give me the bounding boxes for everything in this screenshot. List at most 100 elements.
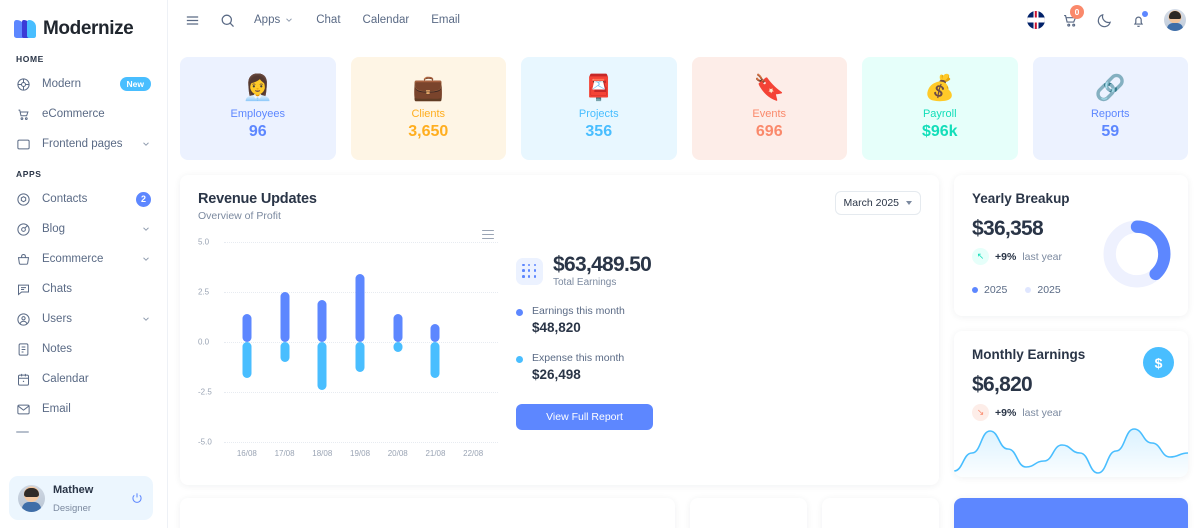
chart-bar-group <box>303 242 341 442</box>
topbar-link-email[interactable]: Email <box>431 14 460 26</box>
legend-dot-icon <box>516 309 523 317</box>
sidebar-profile-card[interactable]: Mathew Designer <box>9 476 153 520</box>
total-earnings-label: Total Earnings <box>553 277 617 289</box>
chart-bar <box>430 342 440 378</box>
calendar-icon <box>16 372 31 387</box>
stat-card-projects[interactable]: 📮 Projects 356 <box>521 57 677 160</box>
sidebar-item-calendar[interactable]: Calendar <box>8 364 159 394</box>
sidebar-item-modern[interactable]: Modern New <box>8 69 159 99</box>
topbar-link-calendar[interactable]: Calendar <box>362 14 410 26</box>
sparkline-line <box>954 428 1188 474</box>
sidebar-item-frontend-pages[interactable]: Frontend pages <box>8 129 159 159</box>
period-select[interactable]: March 2025 <box>834 191 921 215</box>
y-axis-tick: 0.0 <box>198 337 210 347</box>
sidebar-item-label: eCommerce <box>42 108 105 120</box>
sidebar-item-chats[interactable]: Chats <box>8 274 159 304</box>
bottom-card[interactable] <box>180 498 675 528</box>
topbar-link-apps[interactable]: Apps <box>254 14 294 26</box>
chart-gridline <box>224 442 498 443</box>
power-icon[interactable] <box>130 491 144 505</box>
monthly-earnings-title: Monthly Earnings <box>972 347 1086 362</box>
y-axis-tick: 2.5 <box>198 287 210 297</box>
chart-bar-group <box>266 242 304 442</box>
stat-card-employees[interactable]: 👩‍💼 Employees 96 <box>180 57 336 160</box>
sidebar-section-apps: APPS <box>16 169 42 179</box>
yearly-legend: 2025 2025 <box>972 284 1172 296</box>
bottom-card[interactable] <box>690 498 807 528</box>
x-axis: 16/08 17/08 18/08 19/08 20/08 21/08 22/08 <box>228 449 492 458</box>
bottom-card[interactable] <box>822 498 939 528</box>
clients-icon: 💼 <box>412 73 444 102</box>
chart-menu-icon[interactable] <box>482 230 494 242</box>
yearly-legend-item: 2025 <box>972 284 1007 296</box>
sidebar-item-users[interactable]: Users <box>8 304 159 334</box>
x-axis-tick: 17/08 <box>274 449 295 458</box>
dashboard-row: Revenue Updates Overview of Profit March… <box>180 175 1188 485</box>
cart-icon[interactable]: 0 <box>1062 4 1084 29</box>
trend-text: last year <box>1022 406 1062 419</box>
revenue-chart: 5.0 2.5 0.0 -2.5 -5.0 16/08 17/08 18/08 19/08 20/… <box>198 228 498 460</box>
uk-flag-icon[interactable] <box>1027 11 1045 29</box>
search-icon[interactable] <box>219 12 236 29</box>
arrow-up-right-icon: ↖ <box>972 248 989 265</box>
legend-label: Expense this month <box>532 352 625 365</box>
sidebar-item-partial[interactable] <box>8 424 159 440</box>
sidebar-item-ecommerce[interactable]: eCommerce <box>8 99 159 129</box>
chart-bar-group <box>379 242 417 442</box>
chart-gridline <box>224 392 498 393</box>
dashboard-icon <box>16 77 31 92</box>
page-title: Revenue Updates <box>198 191 317 207</box>
chevron-down-icon <box>141 254 151 264</box>
stat-card-events[interactable]: 🔖 Events 696 <box>691 57 847 160</box>
moon-icon[interactable] <box>1096 12 1113 29</box>
monthly-earnings-value: $6,820 <box>972 373 1033 396</box>
sidebar-item-label: Ecommerce <box>42 253 104 265</box>
bell-icon[interactable] <box>1130 10 1148 29</box>
stat-cards: 👩‍💼 Employees 96 💼 Clients 3,650 📮 Proje… <box>180 40 1188 160</box>
x-axis-tick: 20/08 <box>387 449 408 458</box>
y-axis-tick: -2.5 <box>198 387 212 397</box>
legend-label: 2025 <box>984 284 1008 296</box>
chart-bar-group <box>417 242 455 442</box>
brand-name: Modernize <box>43 18 134 39</box>
chart-bar <box>430 324 440 342</box>
stat-card-payroll[interactable]: 💰 Payroll $96k <box>862 57 1018 160</box>
stat-value: 96 <box>248 123 267 140</box>
sidebar-item-email[interactable]: Email <box>8 394 159 424</box>
sparkline-area <box>954 429 1188 477</box>
yearly-breakup-value: $36,358 <box>972 217 1044 240</box>
hamburger-icon[interactable] <box>184 12 201 29</box>
sidebar-section-home: HOME <box>16 54 44 64</box>
stat-value: 3,650 <box>408 123 449 140</box>
blog-icon <box>16 222 31 237</box>
chart-gridline <box>224 242 498 243</box>
legend-earnings: Earnings this month $48,820 <box>516 305 921 335</box>
sidebar-item-ecommerce-apps[interactable]: Ecommerce <box>8 244 159 274</box>
sidebar-item-contacts[interactable]: Contacts 2 <box>8 184 159 214</box>
dollar-icon: $ <box>1143 347 1174 378</box>
topbar-link-chat[interactable]: Chat <box>316 14 341 26</box>
stat-card-clients[interactable]: 💼 Clients 3,650 <box>350 57 506 160</box>
chart-bar <box>242 314 252 342</box>
sidebar-item-label: Modern <box>42 78 81 90</box>
sidebar-item-blog[interactable]: Blog <box>8 214 159 244</box>
chevron-down-icon <box>141 314 151 324</box>
chat-icon <box>16 282 31 297</box>
page-canvas: 👩‍💼 Employees 96 💼 Clients 3,650 📮 Proje… <box>168 40 1200 528</box>
chart-bars <box>228 242 492 442</box>
sidebar-item-notes[interactable]: Notes <box>8 334 159 364</box>
stat-card-reports[interactable]: 🔗 Reports 59 <box>1032 57 1188 160</box>
chevron-down-icon <box>141 224 151 234</box>
mail-icon <box>16 402 31 417</box>
avatar[interactable] <box>1164 9 1186 31</box>
bottom-card-highlight[interactable] <box>954 498 1188 528</box>
window-icon <box>16 137 31 152</box>
view-full-report-button[interactable]: View Full Report <box>516 404 653 431</box>
stat-label: Clients <box>411 108 446 120</box>
monthly-earnings-card: $ Monthly Earnings $6,820 ↘ +9% last yea… <box>954 331 1188 477</box>
yearly-legend-item: 2025 <box>1025 284 1061 296</box>
sidebar-item-label: Calendar <box>42 373 89 385</box>
chart-bar <box>317 342 327 390</box>
brand-logo[interactable]: Modernize <box>0 0 167 44</box>
